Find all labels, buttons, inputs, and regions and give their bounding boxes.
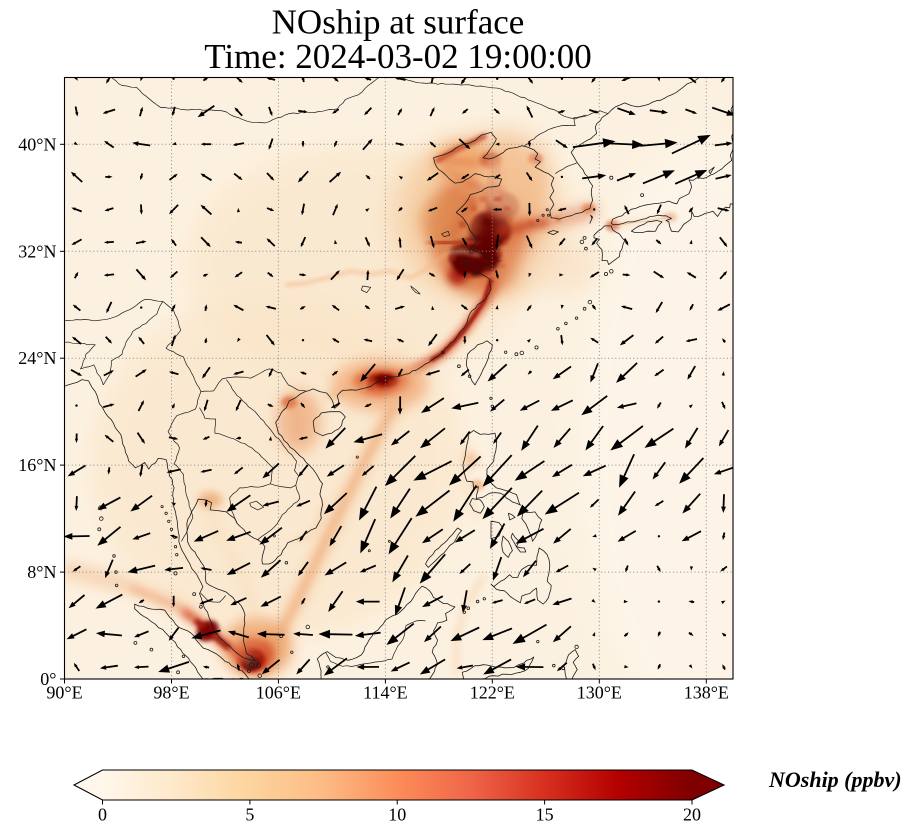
svg-text:122°E: 122°E bbox=[470, 683, 515, 703]
svg-text:0: 0 bbox=[98, 805, 107, 825]
svg-text:130°E: 130°E bbox=[577, 683, 622, 703]
svg-text:40°N: 40°N bbox=[18, 134, 56, 154]
svg-text:15: 15 bbox=[536, 805, 554, 825]
svg-text:20: 20 bbox=[683, 805, 701, 825]
svg-text:114°E: 114°E bbox=[363, 683, 408, 703]
svg-text:NOship at surface: NOship at surface bbox=[272, 3, 525, 42]
svg-text:106°E: 106°E bbox=[256, 683, 301, 703]
svg-text:Time: 2024-03-02 19:00:00: Time: 2024-03-02 19:00:00 bbox=[204, 37, 592, 76]
svg-text:16°N: 16°N bbox=[18, 455, 56, 475]
svg-text:10: 10 bbox=[388, 805, 406, 825]
svg-text:138°E: 138°E bbox=[684, 683, 729, 703]
svg-text:0°: 0° bbox=[40, 669, 56, 689]
svg-text:5: 5 bbox=[245, 805, 254, 825]
svg-text:8°N: 8°N bbox=[27, 562, 56, 582]
svg-text:32°N: 32°N bbox=[18, 241, 56, 261]
svg-text:90°E: 90°E bbox=[46, 683, 82, 703]
svg-text:98°E: 98°E bbox=[153, 683, 189, 703]
svg-text:24°N: 24°N bbox=[18, 348, 56, 368]
svg-text:NOship (ppbv): NOship (ppbv) bbox=[768, 767, 902, 792]
